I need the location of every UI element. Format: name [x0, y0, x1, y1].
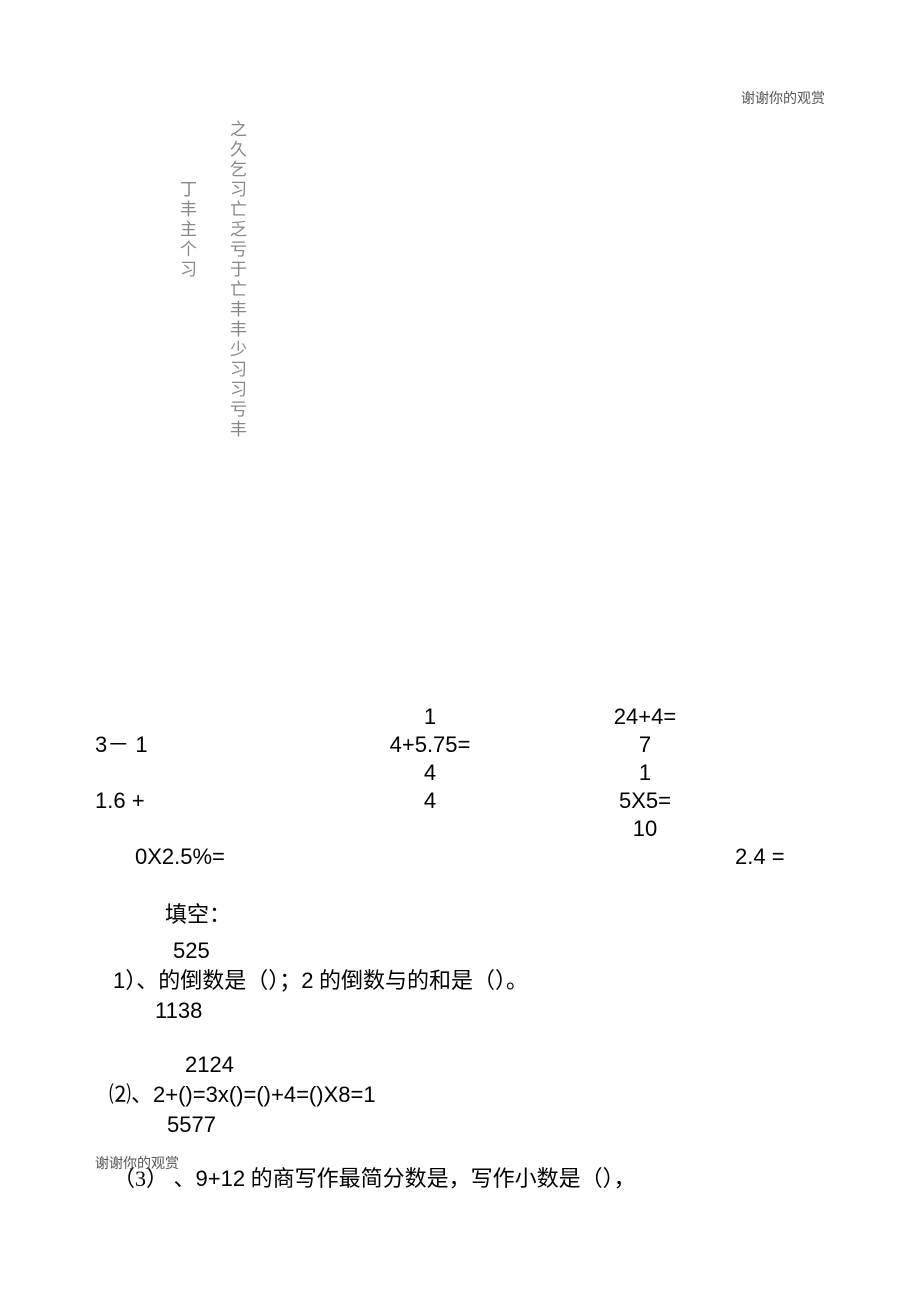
q1-label: 1）、的倒数是（）；: [113, 968, 301, 993]
q1-top: 525: [173, 936, 825, 966]
eq-r1c3-top: 24+4=: [555, 705, 735, 729]
eq-r2c3-b: 5X5=: [555, 789, 735, 813]
eq-r1c2-top: 1: [305, 705, 555, 729]
math-equations-block: 1 24+4= 3－ 1 4+5.75= 7 4 1 1.6 + 4 5X5= …: [95, 705, 825, 873]
q2-bot: 5577: [167, 1110, 825, 1140]
eq-r1c1: 3－ 1: [95, 733, 305, 757]
fill-title: 填空：: [165, 900, 825, 930]
q2-top: 2124: [185, 1050, 825, 1080]
header-note: 谢谢你的观赏: [741, 88, 825, 108]
q1-post: 的倒数与的和是（）。: [314, 968, 529, 993]
garbled-text-col-1: 丁丰主个习: [175, 180, 197, 290]
q2-eq: 2+()=3x()=()+4=()X8=1: [153, 1082, 376, 1107]
garbled-text-col-2: 之久乞习亡乏亏于亡丰丰少习习亏丰: [225, 120, 247, 620]
eq-r3c4: 2.4 =: [735, 845, 835, 869]
eq-r2c3-a: 1: [555, 761, 735, 785]
eq-r2c2-a: 4: [305, 761, 555, 785]
fill-section: 填空： 525 1）、的倒数是（）；2 的倒数与的和是（）。 1138 2124…: [95, 900, 825, 1194]
q2-mid: ⑵、2+()=3x()=()+4=()X8=1: [109, 1080, 825, 1110]
eq-r2c1: 1.6 +: [95, 789, 305, 813]
q1-num: 2: [301, 968, 313, 993]
q2-label: ⑵、: [109, 1082, 153, 1107]
q3-num: 9+12: [196, 1166, 246, 1191]
eq-r1c2: 4+5.75=: [305, 733, 555, 757]
q1-bot: 1138: [155, 996, 825, 1026]
eq-r2c3-c: 10: [555, 817, 735, 841]
q3: （3） 、9+12 的商写作最简分数是，写作小数是（），: [113, 1164, 825, 1194]
eq-r2c2-b: 4: [305, 789, 555, 813]
eq-r3c1: 0X2.5%=: [95, 845, 305, 869]
eq-r1c3-b: 7: [555, 733, 735, 757]
q3-post: 的商写作最简分数是，写作小数是（），: [245, 1166, 636, 1191]
q1-mid: 1）、的倒数是（）；2 的倒数与的和是（）。: [113, 966, 825, 996]
footer-note: 谢谢你的观赏: [95, 1153, 179, 1173]
